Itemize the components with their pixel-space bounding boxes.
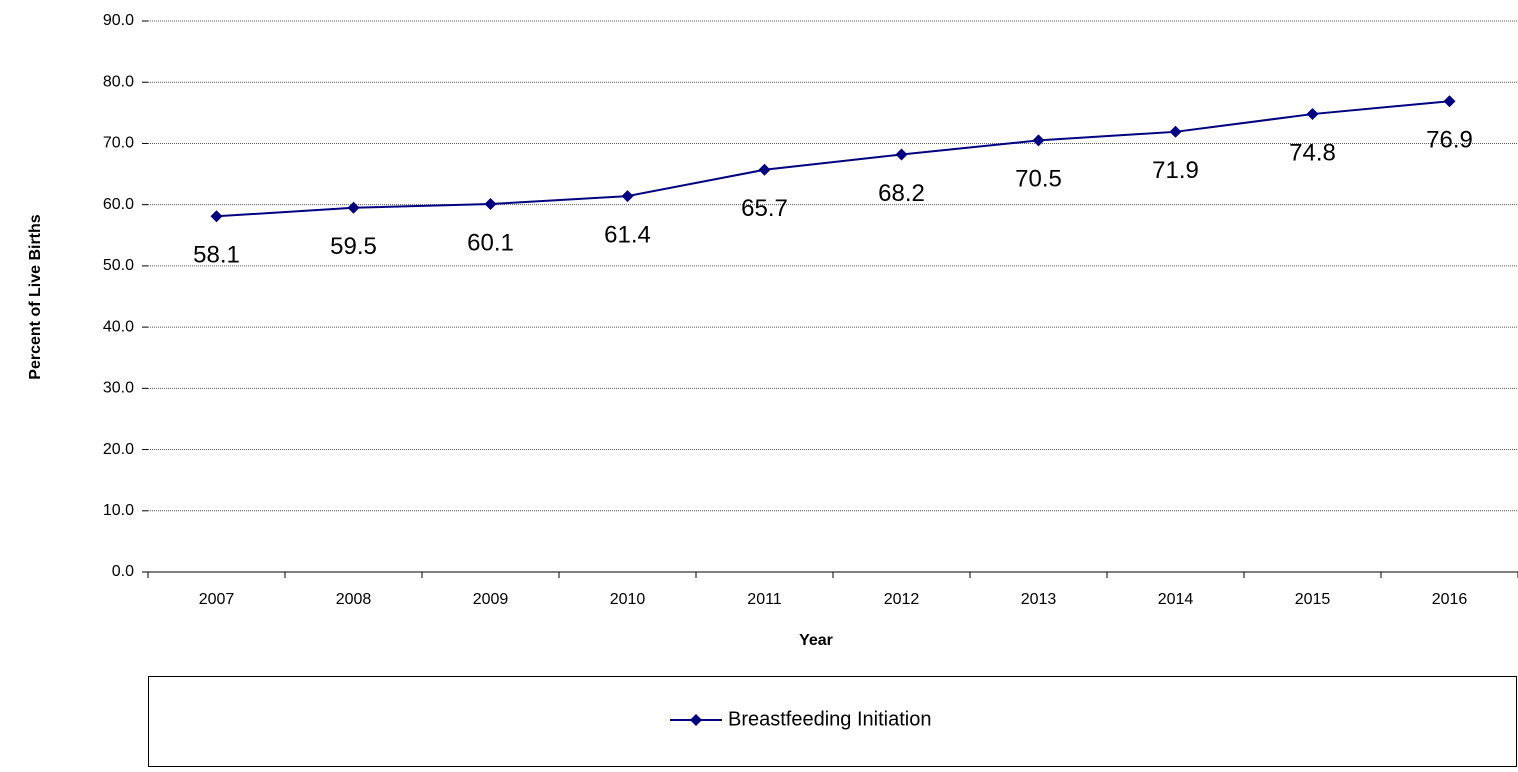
marker — [484, 198, 497, 211]
x-axis-label: Year — [799, 632, 833, 649]
y-tick-label: 50.0 — [103, 257, 134, 274]
y-axis-label: Percent of Live Births — [27, 214, 44, 379]
y-tick-label: 20.0 — [103, 441, 134, 458]
data-label: 59.5 — [330, 233, 377, 260]
marker — [1306, 108, 1319, 121]
marker — [1169, 125, 1182, 138]
x-tick-label: 2016 — [1432, 591, 1468, 608]
data-label: 61.4 — [604, 221, 651, 248]
x-tick-label: 2007 — [199, 591, 235, 608]
y-tick-label: 10.0 — [103, 502, 134, 519]
marker — [621, 190, 634, 203]
marker — [895, 148, 908, 161]
y-tick-label: 90.0 — [103, 12, 134, 29]
legend-marker — [690, 714, 702, 726]
legend-label: Breastfeeding Initiation — [728, 708, 931, 730]
data-label: 58.1 — [193, 242, 240, 269]
marker — [1443, 95, 1456, 108]
y-tick-label: 30.0 — [103, 380, 134, 397]
x-tick-label: 2012 — [884, 591, 920, 608]
marker — [758, 163, 771, 176]
y-tick-label: 80.0 — [103, 73, 134, 90]
data-label: 70.5 — [1015, 166, 1062, 193]
x-tick-label: 2009 — [473, 591, 509, 608]
x-tick-label: 2014 — [1158, 591, 1194, 608]
legend-box — [148, 676, 1517, 767]
x-tick-label: 2013 — [1021, 591, 1057, 608]
marker — [1032, 134, 1045, 147]
x-tick-label: 2010 — [610, 591, 646, 608]
data-label: 74.8 — [1289, 139, 1336, 166]
data-label: 68.2 — [878, 180, 925, 207]
data-label: 65.7 — [741, 195, 788, 222]
x-tick-label: 2008 — [336, 591, 372, 608]
x-tick-label: 2015 — [1295, 591, 1331, 608]
x-tick-label: 2011 — [747, 591, 782, 608]
marker — [210, 210, 223, 223]
marker — [347, 201, 360, 214]
y-tick-label: 60.0 — [103, 196, 134, 213]
data-label: 60.1 — [467, 229, 514, 256]
y-tick-label: 40.0 — [103, 318, 134, 335]
y-tick-label: 0.0 — [112, 563, 134, 580]
data-label: 71.9 — [1152, 157, 1199, 184]
data-label: 76.9 — [1426, 127, 1473, 154]
y-tick-label: 70.0 — [103, 135, 134, 152]
line — [216, 100, 1450, 218]
